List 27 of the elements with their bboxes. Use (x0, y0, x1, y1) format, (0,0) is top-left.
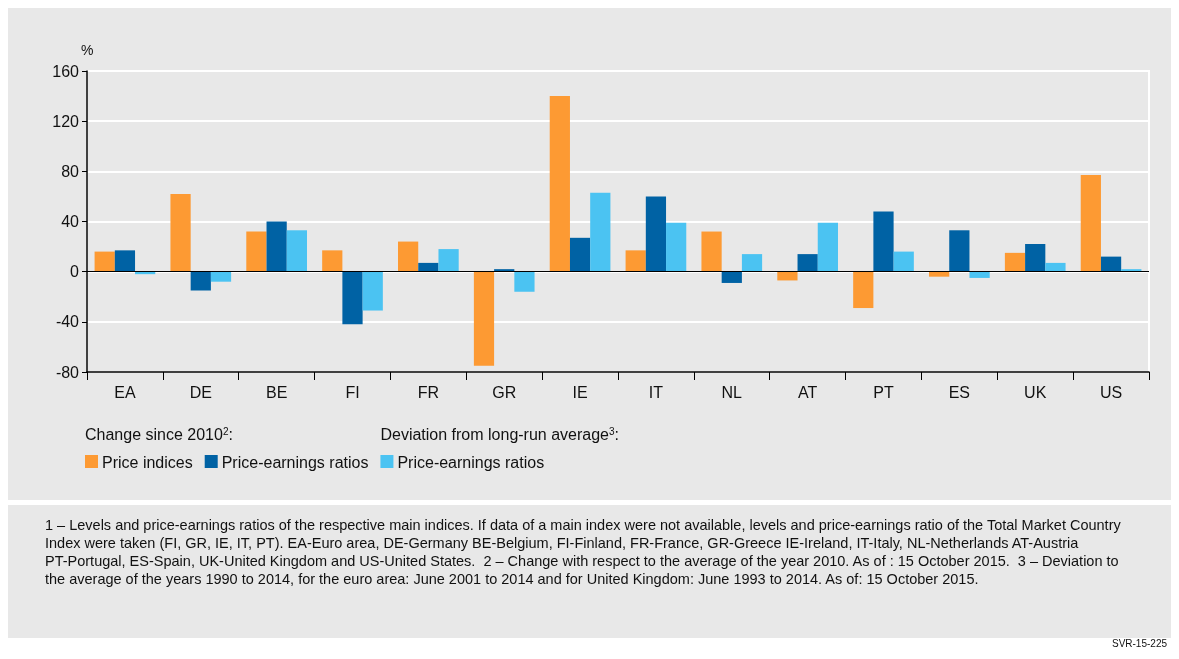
y-tick-label: 120 (52, 112, 80, 130)
y-tick-label: 0 (70, 263, 80, 281)
y-tick-label: 40 (61, 213, 80, 230)
x-tick-label: DE (189, 383, 212, 401)
x-tick-label: GR (492, 383, 517, 401)
legend-label: Price-earnings ratios (221, 453, 369, 471)
x-tick-label: IE (572, 383, 588, 401)
x-tick-label: BE (265, 383, 288, 401)
legend-label: Price indices (102, 453, 193, 471)
y-tick-label: -40 (55, 313, 80, 331)
x-tick-label: NL (721, 383, 743, 401)
y-tick-label: 160 (52, 62, 80, 80)
x-tick-label: ES (948, 383, 971, 401)
x-tick-label: EA (114, 383, 136, 401)
text: 1 – Levels and price-earnings ratios of the respective main indices. If data of a main index were not available, levels and price-earnings ratio of the Total Market Country Index were taken (FI, GR, IE, IT, PT). EA-Euro area, DE-Germany BE-Belgium, FI-Finland, FR-France, GR-Greece IE-Ireland, IT-Italy, NL-Netherlands AT-Austria PT-Portugal, ES-Spain, UK-United Kingdom and US-United States. 2 – Change with respect to the average of the year 2010. As of : 15 October 2015. 3 – Deviation to the average of the years 1990 to 2014, for the euro area: June 2001 to 2014 and for United Kingdom: June 1993 to 2014. As of: 15 October 2015. (45, 517, 1125, 587)
x-tick-label: IT (648, 383, 664, 401)
y-tick-label: 80 (61, 162, 80, 180)
x-tick-label: FI (345, 383, 360, 401)
x-tick-label: UK (1024, 383, 1047, 401)
x-tick-label: US (1099, 383, 1123, 401)
x-tick-label: FR (417, 383, 440, 401)
legend-label: Price-earnings ratios (397, 453, 545, 471)
y-axis-title: % (81, 42, 94, 58)
x-tick-label: AT (798, 383, 818, 401)
x-tick-label: PT (873, 383, 894, 401)
text: SVR-15-225 (1111, 637, 1168, 649)
y-tick-label: -80 (55, 363, 80, 381)
